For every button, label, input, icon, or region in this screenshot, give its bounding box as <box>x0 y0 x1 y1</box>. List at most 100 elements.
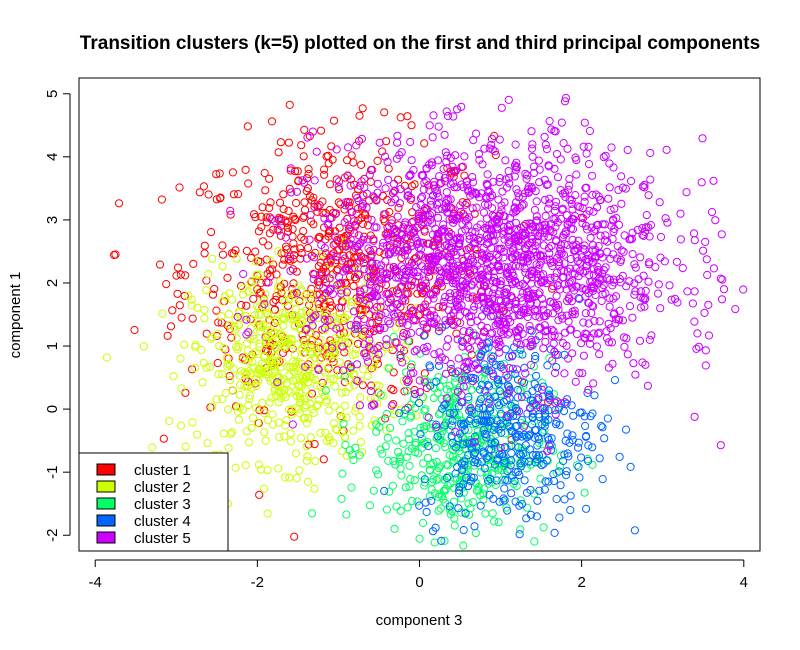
data-point <box>432 200 442 209</box>
data-point <box>451 427 460 437</box>
data-point <box>550 528 559 538</box>
data-point <box>405 461 414 470</box>
data-point <box>384 164 393 173</box>
data-point <box>356 376 365 385</box>
data-point <box>329 240 338 249</box>
data-point <box>346 226 355 235</box>
data-point <box>528 238 537 247</box>
data-point <box>294 177 303 186</box>
data-point <box>342 286 351 295</box>
data-point <box>382 409 391 419</box>
data-point <box>299 377 308 386</box>
data-point <box>191 363 200 372</box>
data-point <box>580 241 589 250</box>
data-point <box>172 271 181 280</box>
data-point <box>274 464 283 473</box>
data-point <box>571 153 580 162</box>
data-point <box>493 244 502 254</box>
data-point <box>516 459 525 468</box>
data-point <box>584 441 593 450</box>
data-point <box>391 273 401 282</box>
data-point <box>429 294 438 303</box>
data-point <box>562 467 571 476</box>
data-point <box>476 352 485 362</box>
data-point <box>500 212 509 221</box>
data-point <box>465 235 474 244</box>
data-point <box>552 303 561 312</box>
data-point <box>420 481 429 490</box>
data-point <box>280 432 289 441</box>
data-point <box>387 384 396 393</box>
data-point <box>402 242 411 251</box>
data-point <box>595 317 604 326</box>
data-point <box>519 258 528 267</box>
data-point <box>562 399 571 408</box>
data-point <box>274 226 283 235</box>
data-point <box>484 238 493 248</box>
data-point <box>218 395 227 404</box>
data-point <box>435 462 444 471</box>
data-point <box>717 230 726 239</box>
data-point <box>532 371 541 380</box>
data-point <box>701 361 710 370</box>
data-point <box>292 473 301 483</box>
data-point <box>540 228 550 237</box>
data-point <box>311 456 320 466</box>
data-point <box>252 302 262 311</box>
data-point <box>643 381 653 390</box>
data-point <box>538 404 548 413</box>
data-point <box>530 305 539 314</box>
data-point <box>589 265 599 274</box>
data-point <box>226 206 235 215</box>
data-point <box>376 297 385 306</box>
data-point <box>396 344 405 353</box>
data-point <box>377 261 386 270</box>
data-point <box>501 156 510 165</box>
data-point <box>342 344 351 354</box>
data-point <box>526 510 536 519</box>
data-point <box>442 188 451 197</box>
data-point <box>223 405 233 414</box>
data-point <box>313 277 322 286</box>
data-point <box>534 290 543 299</box>
data-point <box>445 409 454 418</box>
data-point <box>629 359 638 368</box>
data-point <box>187 301 196 310</box>
data-point <box>453 367 462 376</box>
data-point <box>333 321 342 330</box>
data-point <box>165 416 174 426</box>
data-point <box>295 466 304 475</box>
data-point <box>385 364 394 373</box>
data-point <box>433 213 443 222</box>
data-point <box>568 310 577 319</box>
data-point <box>332 252 341 261</box>
data-point <box>528 152 537 161</box>
data-point <box>231 246 240 255</box>
data-point <box>317 240 326 250</box>
data-point <box>397 262 406 271</box>
data-point <box>596 231 605 240</box>
data-point <box>496 277 505 286</box>
data-point <box>300 205 310 214</box>
data-point <box>500 227 509 236</box>
data-point <box>603 274 612 283</box>
data-point <box>373 470 383 479</box>
data-point <box>540 403 549 413</box>
data-point <box>377 273 386 282</box>
data-point <box>305 392 314 401</box>
data-point <box>436 408 445 417</box>
data-point <box>452 474 461 483</box>
data-point <box>372 259 381 269</box>
data-point <box>410 347 419 356</box>
data-point <box>472 129 481 138</box>
data-point <box>616 278 625 287</box>
data-point <box>605 159 614 168</box>
data-point <box>615 452 624 461</box>
data-point <box>273 287 283 296</box>
data-point <box>461 225 470 234</box>
data-point <box>228 168 237 177</box>
data-point <box>310 199 319 208</box>
data-point <box>389 400 398 409</box>
data-point <box>303 452 312 461</box>
data-point <box>661 214 670 223</box>
